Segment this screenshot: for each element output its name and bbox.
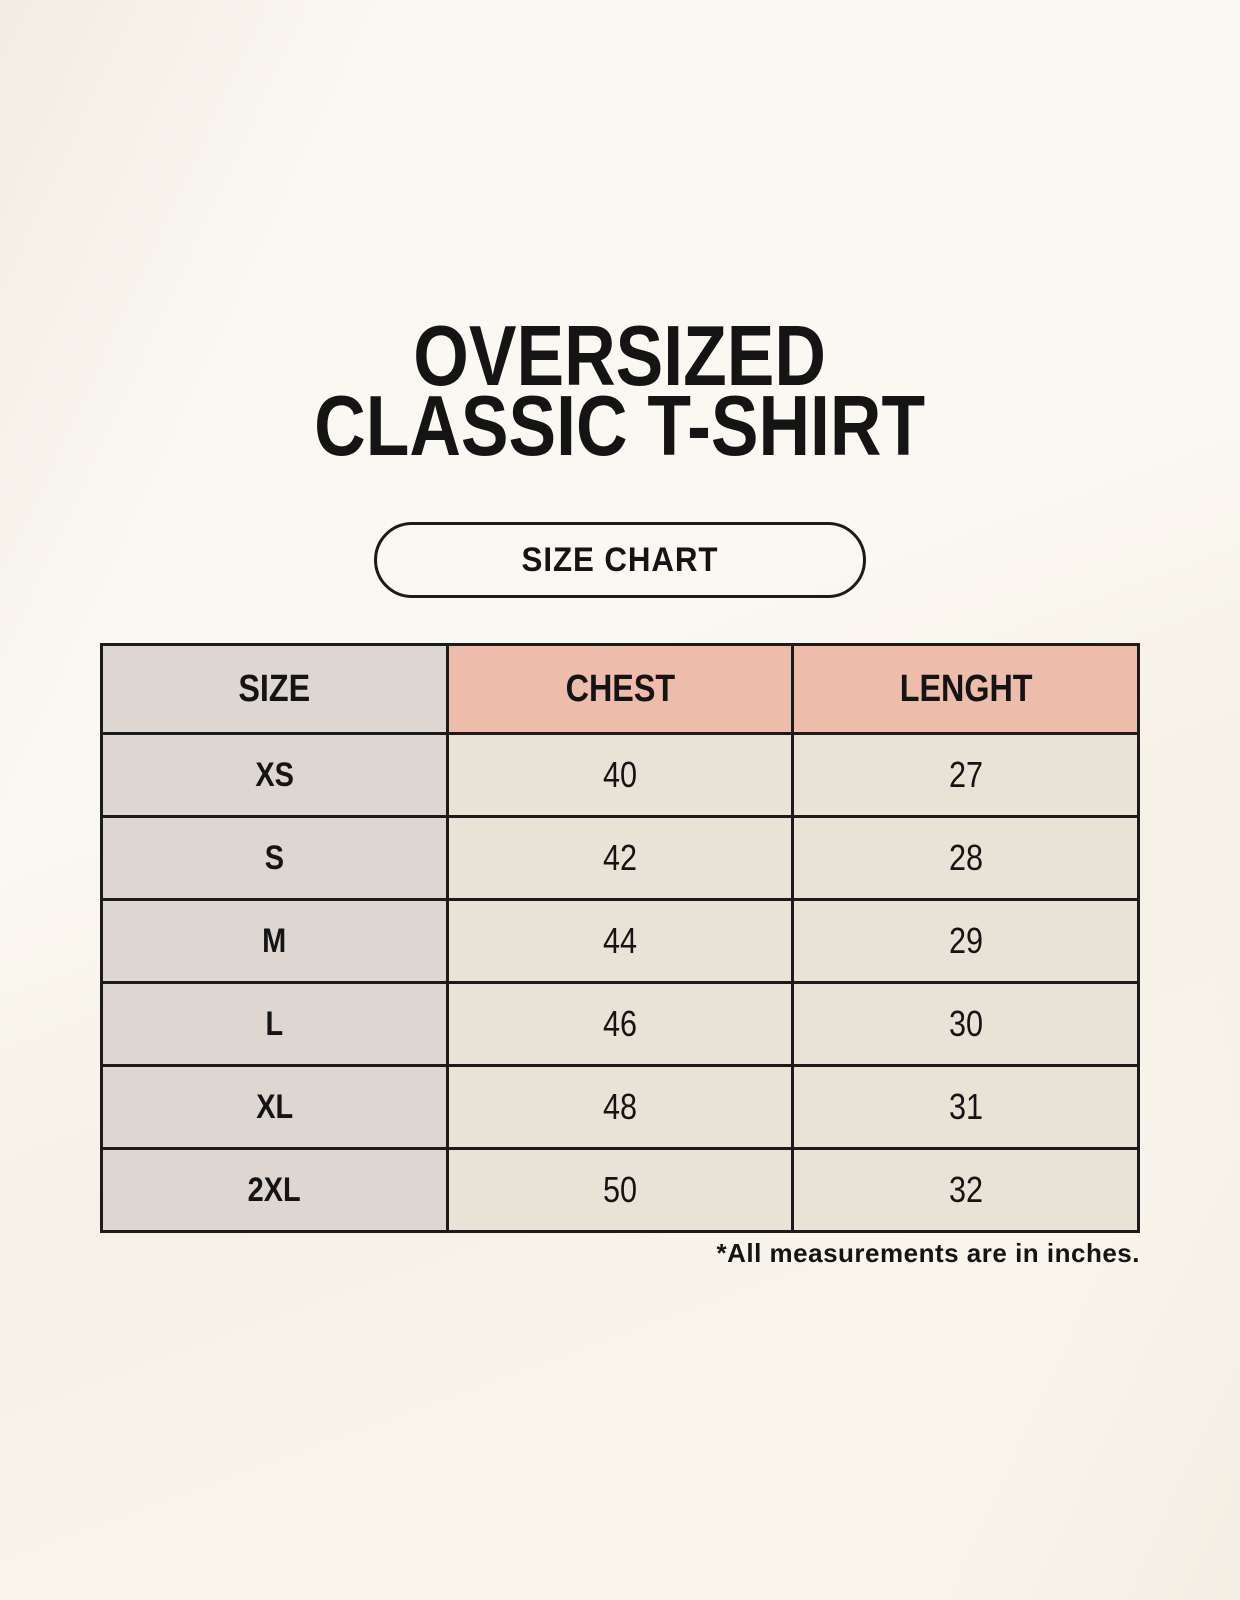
- size-table: SIZE CHEST LENGHT XS 40 27 S 42 28 M 44 29 L 46 30 X…: [100, 643, 1140, 1233]
- chest-cell: 42: [445, 815, 795, 901]
- page-title-line-1: OVERSIZED: [413, 309, 827, 404]
- chest-cell: 44: [445, 898, 795, 984]
- size-cell: L: [100, 981, 449, 1067]
- col-header-length-label: LENGHT: [899, 667, 1033, 710]
- size-cell: 2XL: [100, 1147, 449, 1233]
- size-chart-badge[interactable]: SIZE CHART: [374, 522, 866, 598]
- size-cell: M: [100, 898, 449, 984]
- length-cell: 27: [791, 732, 1140, 818]
- col-header-chest: CHEST: [445, 643, 795, 735]
- length-cell: 28: [791, 815, 1140, 901]
- size-table-header: SIZE CHEST LENGHT: [100, 643, 1140, 735]
- header-row: SIZE CHEST LENGHT: [100, 643, 1140, 735]
- chest-cell: 48: [445, 1064, 795, 1150]
- size-cell: S: [100, 815, 449, 901]
- size-table-body: XS 40 27 S 42 28 M 44 29 L 46 30 XL 48 31 2XL 50 32: [100, 732, 1140, 1233]
- size-cell: XS: [100, 732, 449, 818]
- measurements-footnote: *All measurements are in inches.: [716, 1238, 1140, 1268]
- table-row: S 42 28: [100, 815, 1140, 901]
- page-title: OVERSIZED CLASSIC T-SHIRT: [0, 309, 1240, 474]
- size-cell: XL: [100, 1064, 449, 1150]
- col-header-size: SIZE: [100, 643, 449, 735]
- length-cell: 31: [791, 1064, 1140, 1150]
- chest-cell: 40: [445, 732, 795, 818]
- table-row: M 44 29: [100, 898, 1140, 984]
- size-chart-badge-label: SIZE CHART: [521, 540, 719, 579]
- table-row: XS 40 27: [100, 732, 1140, 818]
- col-header-chest-label: CHEST: [565, 667, 675, 710]
- col-header-size-label: SIZE: [238, 667, 311, 710]
- table-row: XL 48 31: [100, 1064, 1140, 1150]
- table-row: L 46 30: [100, 981, 1140, 1067]
- length-cell: 30: [791, 981, 1140, 1067]
- page-title-line-2: CLASSIC T-SHIRT: [314, 379, 926, 474]
- col-header-length: LENGHT: [791, 643, 1140, 735]
- length-cell: 29: [791, 898, 1140, 984]
- table-row: 2XL 50 32: [100, 1147, 1140, 1233]
- length-cell: 32: [791, 1147, 1140, 1233]
- chest-cell: 46: [445, 981, 795, 1067]
- chest-cell: 50: [445, 1147, 795, 1233]
